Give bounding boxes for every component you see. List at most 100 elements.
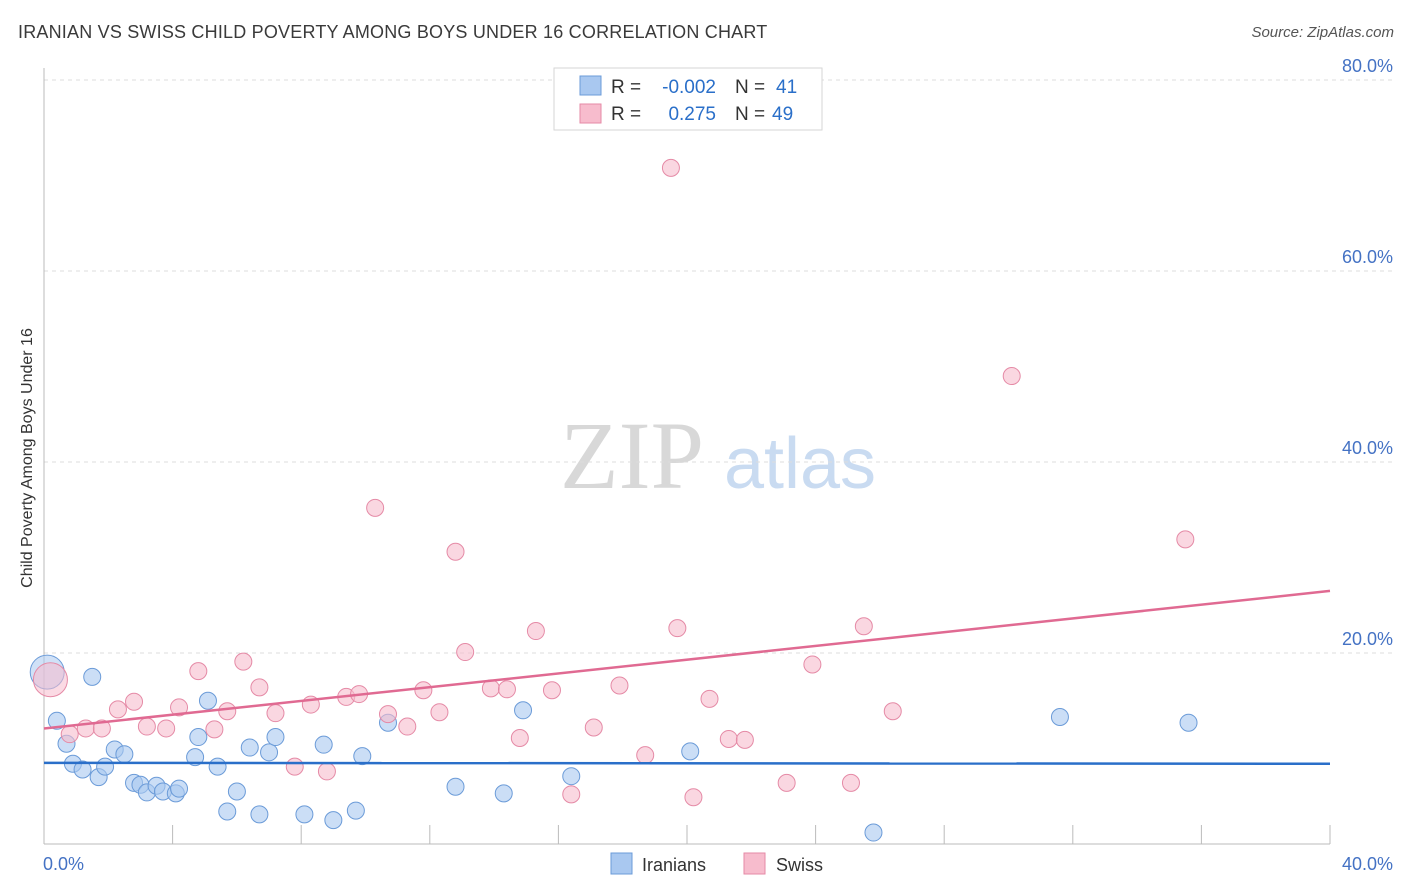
data-point-swiss-39: [700, 689, 719, 708]
data-point-iranians-5: [83, 667, 102, 686]
data-point-iranians-24: [250, 805, 269, 824]
legend-r-value-iranians: -0.002: [662, 77, 716, 98]
axes: [43, 68, 1331, 845]
data-point-swiss-13: [250, 678, 269, 697]
data-point-swiss-12: [234, 652, 253, 671]
data-point-iranians-34: [494, 784, 513, 803]
trend-line-swiss: [43, 589, 1331, 730]
data-point-swiss-41: [735, 730, 754, 749]
data-point-swiss-17: [317, 762, 336, 781]
series-legend-label-iranians: Iranians: [642, 855, 706, 875]
legend-n-label-swiss: N =: [735, 104, 765, 125]
data-point-swiss-14: [266, 704, 285, 723]
data-point-iranians-9: [115, 745, 134, 764]
data-point-swiss-48: [1176, 530, 1195, 549]
data-point-iranians-19: [198, 691, 217, 710]
watermark-atlas: atlas: [724, 424, 876, 504]
data-point-swiss-36: [661, 158, 680, 177]
data-point-swiss-6: [137, 717, 156, 736]
data-point-iranians-16: [170, 779, 189, 798]
data-point-swiss-46: [883, 702, 902, 721]
data-point-iranians-27: [295, 805, 314, 824]
data-point-swiss-45: [854, 617, 873, 636]
series-legend-label-swiss: Swiss: [776, 855, 823, 875]
data-point-swiss-26: [456, 643, 475, 662]
data-point-swiss-10: [205, 720, 224, 739]
data-point-swiss-32: [562, 785, 581, 804]
data-point-swiss-7: [157, 719, 176, 738]
data-point-swiss-34: [610, 676, 629, 695]
series-swiss: [32, 158, 1195, 807]
data-point-swiss-11: [218, 702, 237, 721]
data-point-iranians-26: [266, 728, 285, 747]
data-point-swiss-15: [285, 757, 304, 776]
data-point-iranians-36: [562, 767, 581, 786]
data-point-iranians-37: [681, 742, 700, 761]
y-tick-label-60: 60.0%: [1342, 247, 1393, 267]
data-point-swiss-31: [542, 681, 561, 700]
data-point-swiss-28: [497, 680, 516, 699]
data-point-swiss-40: [719, 729, 738, 748]
y-tick-label-20: 20.0%: [1342, 629, 1393, 649]
y-tick-label-40: 40.0%: [1342, 438, 1393, 458]
data-point-swiss-30: [526, 622, 545, 641]
data-point-swiss-29: [510, 728, 529, 747]
data-point-swiss-43: [803, 655, 822, 674]
x-tick-label-min: 0.0%: [43, 854, 84, 874]
data-point-iranians-40: [1179, 713, 1198, 732]
data-point-swiss-33: [584, 718, 603, 737]
data-point-iranians-29: [324, 811, 343, 830]
data-point-swiss-38: [684, 788, 703, 807]
data-point-iranians-17: [186, 748, 205, 767]
series-legend: Iranians Swiss: [610, 852, 823, 875]
data-point-swiss-25: [446, 542, 465, 561]
y-tick-label-80: 80.0%: [1342, 56, 1393, 76]
grid-lines: [44, 79, 1392, 654]
x-tick-label-max: 40.0%: [1342, 854, 1393, 874]
series-legend-swatch-iranians: [610, 852, 633, 875]
data-point-swiss-22: [398, 717, 417, 736]
trend-line-iranians: [43, 761, 1331, 766]
data-point-iranians-28: [314, 735, 333, 754]
data-point-swiss-42: [777, 773, 796, 792]
legend-n-value-swiss: 49: [772, 104, 793, 125]
watermark: ZIP atlas: [560, 402, 876, 509]
data-point-swiss-21: [379, 705, 398, 724]
data-point-iranians-30: [346, 801, 365, 820]
data-point-iranians-38: [864, 823, 883, 842]
data-point-iranians-39: [1050, 707, 1069, 726]
data-point-swiss-24: [430, 703, 449, 722]
data-point-iranians-33: [446, 777, 465, 796]
data-point-swiss-44: [841, 773, 860, 792]
data-point-iranians-23: [240, 738, 259, 757]
series-legend-swatch-swiss: [743, 852, 766, 875]
legend-r-label-iranians: R =: [611, 77, 641, 98]
chart-title: IRANIAN VS SWISS CHILD POVERTY AMONG BOY…: [18, 22, 768, 42]
legend-n-value-iranians: 41: [776, 77, 797, 98]
legend-swatch-swiss: [579, 103, 602, 124]
data-point-swiss-5: [125, 692, 144, 711]
data-point-iranians-31: [353, 747, 372, 766]
data-point-swiss-8: [170, 698, 189, 717]
data-point-swiss-0: [32, 662, 68, 698]
data-point-swiss-37: [668, 619, 687, 638]
legend-r-label-swiss: R =: [611, 104, 641, 125]
data-point-swiss-20: [366, 498, 385, 517]
legend-swatch-iranians: [579, 75, 602, 96]
data-point-swiss-35: [636, 746, 655, 765]
tick-labels: 20.0% 40.0% 60.0% 80.0% 0.0% 40.0%: [43, 56, 1393, 874]
data-point-swiss-23: [414, 681, 433, 700]
data-point-swiss-4: [108, 700, 127, 719]
data-point-swiss-9: [189, 662, 208, 681]
data-point-iranians-4: [73, 760, 92, 779]
source-credit: Source: ZipAtlas.com: [1251, 24, 1394, 41]
data-point-iranians-18: [189, 728, 208, 747]
watermark-zip: ZIP: [560, 402, 704, 509]
data-point-iranians-20: [208, 757, 227, 776]
data-point-iranians-25: [260, 743, 279, 762]
legend-n-label-iranians: N =: [735, 77, 765, 98]
data-point-swiss-3: [92, 719, 111, 738]
data-point-iranians-21: [218, 802, 237, 821]
data-point-iranians-35: [514, 701, 533, 720]
